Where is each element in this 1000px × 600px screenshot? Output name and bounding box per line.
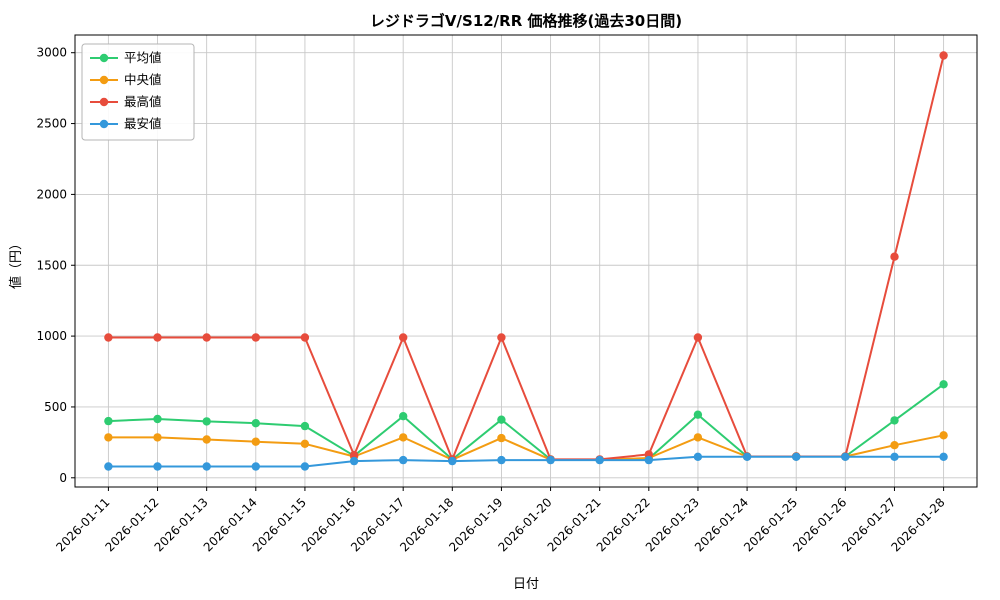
data-point-lowest	[349, 456, 359, 466]
data-point-highest	[104, 333, 113, 342]
y-tick-label: 0	[59, 471, 67, 485]
x-axis-label: 日付	[513, 577, 539, 592]
data-point-median	[251, 437, 260, 446]
data-point-highest	[497, 333, 506, 342]
data-point-lowest	[742, 452, 752, 461]
legend-box	[81, 43, 195, 141]
data-point-highest	[251, 333, 260, 342]
data-point-lowest	[104, 462, 113, 471]
data-point-lowest	[939, 452, 948, 461]
data-point-highest	[300, 333, 310, 342]
chart-title: レジドラゴV/S12/RR 価格推移(過去30日間)	[370, 12, 682, 30]
data-point-highest	[693, 333, 703, 342]
data-point-highest	[890, 252, 899, 261]
data-point-median	[202, 435, 211, 444]
legend-label-lowest: 最安値	[124, 116, 162, 131]
plot-border	[74, 34, 978, 488]
data-point-lowest	[546, 455, 555, 465]
data-point-lowest	[644, 455, 653, 465]
data-point-highest	[349, 450, 359, 460]
series-line-highest	[108, 55, 945, 461]
y-tick-label: 1000	[36, 329, 67, 343]
data-point-average	[251, 419, 260, 428]
legend-label-average: 平均値	[124, 50, 162, 65]
data-point-lowest	[841, 452, 850, 461]
data-point-lowest	[202, 462, 211, 471]
data-point-median	[497, 433, 506, 443]
data-point-median	[399, 433, 408, 442]
data-point-average	[153, 414, 162, 424]
data-point-average	[497, 415, 506, 424]
legend-label-highest: 最高値	[124, 94, 162, 109]
data-point-highest	[399, 333, 408, 342]
data-point-lowest	[300, 462, 310, 471]
plot-area: 2026-01-112026-01-122026-01-132026-01-14…	[36, 34, 978, 554]
legend-marker-average	[99, 53, 109, 63]
data-point-lowest	[890, 452, 899, 461]
data-point-lowest	[595, 455, 604, 465]
data-point-median	[104, 433, 113, 442]
data-point-lowest	[399, 455, 408, 465]
data-point-lowest	[251, 462, 260, 471]
series-line-lowest	[108, 455, 944, 468]
data-point-median	[300, 439, 310, 448]
legend-marker-median	[99, 75, 109, 85]
y-tick-label: 1500	[36, 258, 67, 272]
y-tick-label: 3000	[36, 46, 67, 60]
legend-label-median: 中央値	[124, 72, 162, 87]
data-point-average	[104, 416, 113, 426]
data-point-median	[693, 433, 703, 442]
data-point-median	[153, 433, 162, 442]
y-tick-label: 2500	[36, 117, 67, 131]
data-point-lowest	[693, 452, 703, 461]
data-point-average	[939, 380, 948, 389]
legend-marker-highest	[99, 97, 109, 107]
data-point-highest	[939, 51, 948, 60]
data-point-lowest	[497, 455, 506, 465]
data-point-average	[300, 421, 310, 431]
data-point-lowest	[448, 456, 457, 466]
data-point-highest	[202, 333, 211, 342]
y-tick-label: 500	[44, 400, 67, 414]
data-point-lowest	[792, 452, 801, 461]
data-point-median	[939, 431, 948, 440]
data-point-highest	[153, 333, 162, 342]
y-tick-label: 2000	[36, 187, 67, 201]
y-axis-label: 値（円）	[8, 237, 24, 289]
data-point-median	[890, 441, 899, 450]
data-point-lowest	[153, 462, 162, 471]
data-point-average	[202, 417, 211, 426]
data-point-average	[693, 410, 703, 419]
data-point-average	[399, 412, 408, 421]
legend-marker-lowest	[99, 119, 109, 129]
data-point-average	[890, 416, 899, 425]
